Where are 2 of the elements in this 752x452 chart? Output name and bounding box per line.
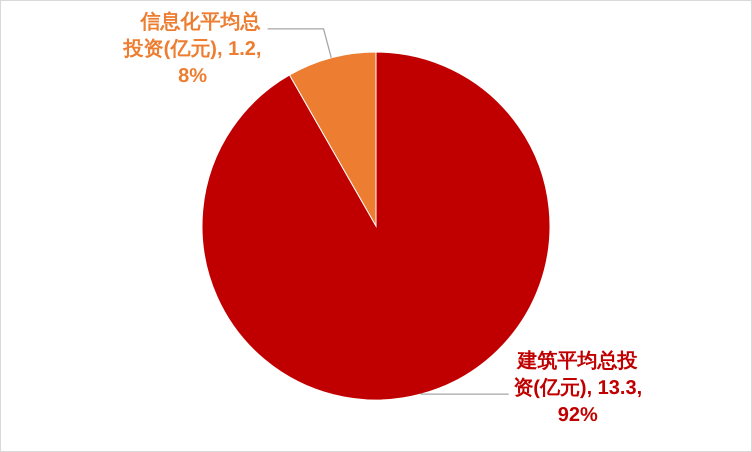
slice-label: 信息化平均总投资(亿元), 1.2, 8% — [122, 10, 262, 90]
slice-label: 建筑平均总投资(亿元), 13.3, 92% — [512, 348, 644, 428]
